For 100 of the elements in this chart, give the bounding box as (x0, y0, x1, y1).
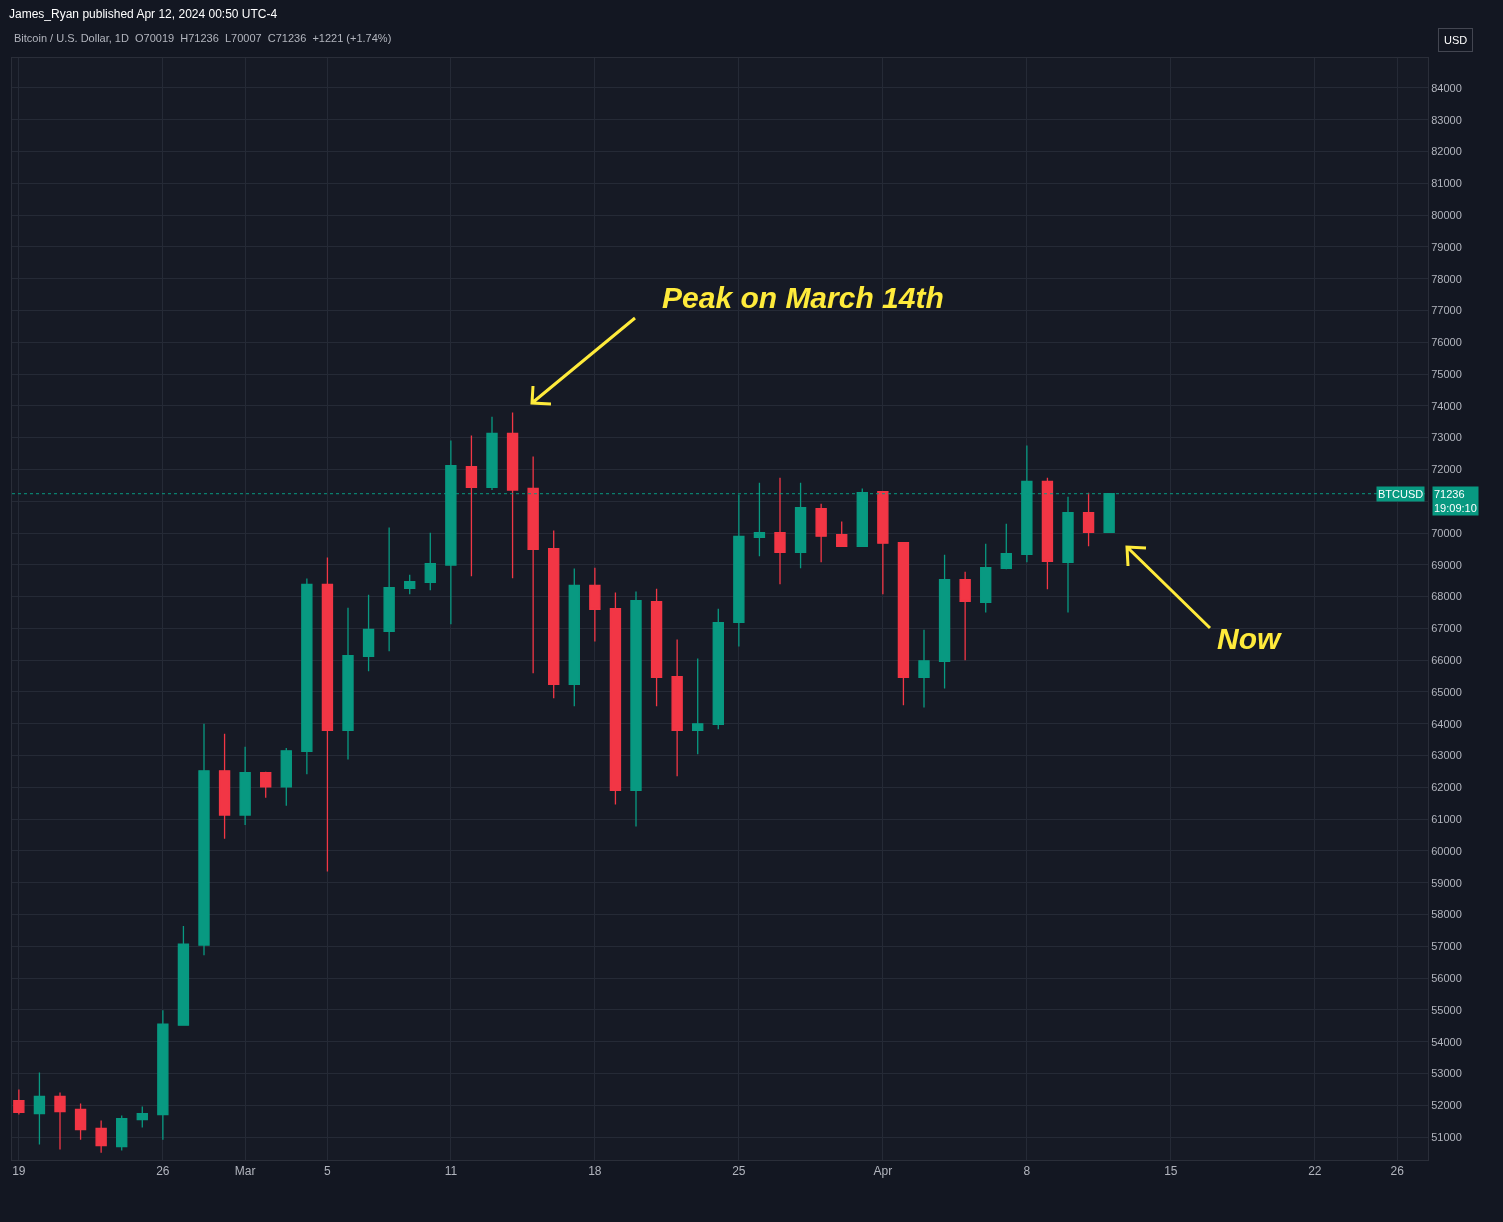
candlestick (424, 532, 436, 591)
candlestick (815, 503, 827, 563)
candlestick (260, 771, 272, 799)
candlestick (362, 594, 375, 672)
candlestick (877, 491, 889, 596)
candlestick (609, 591, 622, 806)
y-tick-label: 65000 (1431, 685, 1462, 698)
x-tick-label: 11 (444, 1164, 458, 1179)
y-tick-label: 80000 (1431, 208, 1462, 221)
y-tick-label: 52000 (1431, 1099, 1462, 1112)
candlestick (692, 657, 704, 755)
candlestick (239, 746, 251, 826)
y-tick-label: 72000 (1431, 463, 1462, 476)
candlestick (218, 732, 231, 840)
candlestick (177, 925, 190, 1026)
candlestick (465, 434, 478, 577)
candlestick (1062, 496, 1074, 614)
annotation: Peak on March 14th (662, 281, 944, 314)
y-tick-label: 63000 (1431, 749, 1462, 762)
y-tick-label: 56000 (1431, 971, 1462, 984)
y-tick-label: 74000 (1431, 399, 1462, 412)
candlestick (938, 553, 951, 690)
y-tick-label: 82000 (1431, 145, 1462, 158)
candlestick (301, 577, 313, 775)
candlestick (116, 1114, 128, 1152)
y-tick-label: 68000 (1431, 590, 1462, 603)
candlestick (1082, 491, 1095, 548)
candlestick (548, 529, 560, 699)
y-tick-label: 69000 (1431, 558, 1462, 571)
candlestick (54, 1091, 66, 1151)
candlestick (157, 1009, 169, 1141)
x-tick-label: 5 (324, 1164, 332, 1179)
y-tick-label: 54000 (1431, 1035, 1462, 1048)
y-tick-label: 84000 (1431, 81, 1462, 94)
y-tick-label: 76000 (1431, 336, 1462, 349)
y-tick-label: 53000 (1431, 1067, 1462, 1080)
y-tick-label: 75000 (1431, 367, 1462, 380)
candlestick (486, 415, 498, 491)
candlestick (1041, 477, 1054, 590)
y-tick-label: 77000 (1431, 304, 1462, 317)
y-tick-label: 58000 (1431, 908, 1462, 921)
y-tick-label: 61000 (1431, 813, 1462, 826)
candlestick (774, 477, 786, 585)
y-tick-label: 60000 (1431, 844, 1462, 857)
x-tick-label: 19 (12, 1164, 26, 1179)
x-tick-label: 15 (1164, 1164, 1178, 1179)
y-axis-title: USD (1444, 34, 1468, 46)
chart-title: James_Ryan published Apr 12, 2024 00:50 UTC-4 (9, 7, 278, 22)
candlestick (95, 1119, 107, 1154)
text: 71236 (1434, 488, 1465, 500)
x-tick-label: Mar (234, 1164, 256, 1179)
x-tick-label: 26 (1390, 1164, 1405, 1179)
y-tick-label: 73000 (1431, 431, 1462, 444)
candlestick (980, 543, 992, 614)
x-tick-label: 25 (732, 1164, 746, 1179)
candlestick (712, 608, 724, 730)
y-tick-label: 83000 (1431, 113, 1462, 126)
x-tick-label: 8 (1023, 1164, 1031, 1179)
candlestick (527, 455, 539, 674)
y-tick-label: 59000 (1431, 876, 1462, 889)
candlestick (404, 574, 416, 596)
candlestick (897, 541, 910, 706)
candlestick (136, 1105, 148, 1129)
y-tick-label: 62000 (1431, 781, 1462, 794)
y-tick-label: 81000 (1431, 177, 1462, 190)
candlestick (1000, 523, 1012, 570)
chart-subtitle: Bitcoin / U.S. Dollar, 1D O70019 H71236 L70007 C71236 +1221 (+1.74%) (14, 32, 392, 44)
candlestick (836, 520, 848, 548)
candlestick (506, 411, 519, 579)
candlestick (671, 638, 683, 777)
x-tick-label: 18 (588, 1164, 602, 1179)
candlestick (383, 526, 395, 652)
candlestick (321, 556, 334, 873)
y-tick-label: 66000 (1431, 654, 1462, 667)
y-tick-label: 67000 (1431, 622, 1462, 635)
candlestick (198, 723, 210, 956)
y-tick-label: 78000 (1431, 272, 1462, 285)
candlestick (959, 571, 971, 661)
y-tick-label: 51000 (1431, 1130, 1462, 1143)
candlestick (13, 1088, 25, 1116)
candlestick (650, 588, 663, 707)
annotation: Now (1217, 622, 1282, 655)
candlestick (74, 1102, 87, 1141)
candlestick (630, 590, 642, 828)
y-tick-label: 70000 (1431, 526, 1462, 539)
y-tick-label: 55000 (1431, 1003, 1462, 1016)
candlestick (342, 607, 354, 761)
ref-line-label: BTCUSD (1378, 488, 1424, 500)
candlestick (568, 567, 580, 707)
y-tick-label: 57000 (1431, 940, 1462, 953)
y-tick-label: 64000 (1431, 717, 1462, 730)
candlestick (33, 1071, 46, 1146)
candlestick (589, 567, 601, 643)
candlestick (280, 747, 292, 807)
y-tick-label: 79000 (1431, 240, 1462, 253)
x-tick-label: Apr (873, 1164, 893, 1179)
x-tick-label: 22 (1308, 1164, 1322, 1179)
x-tick-label: 26 (156, 1164, 170, 1179)
text: 19:09:10 (1434, 502, 1477, 515)
candlestick (918, 629, 930, 709)
